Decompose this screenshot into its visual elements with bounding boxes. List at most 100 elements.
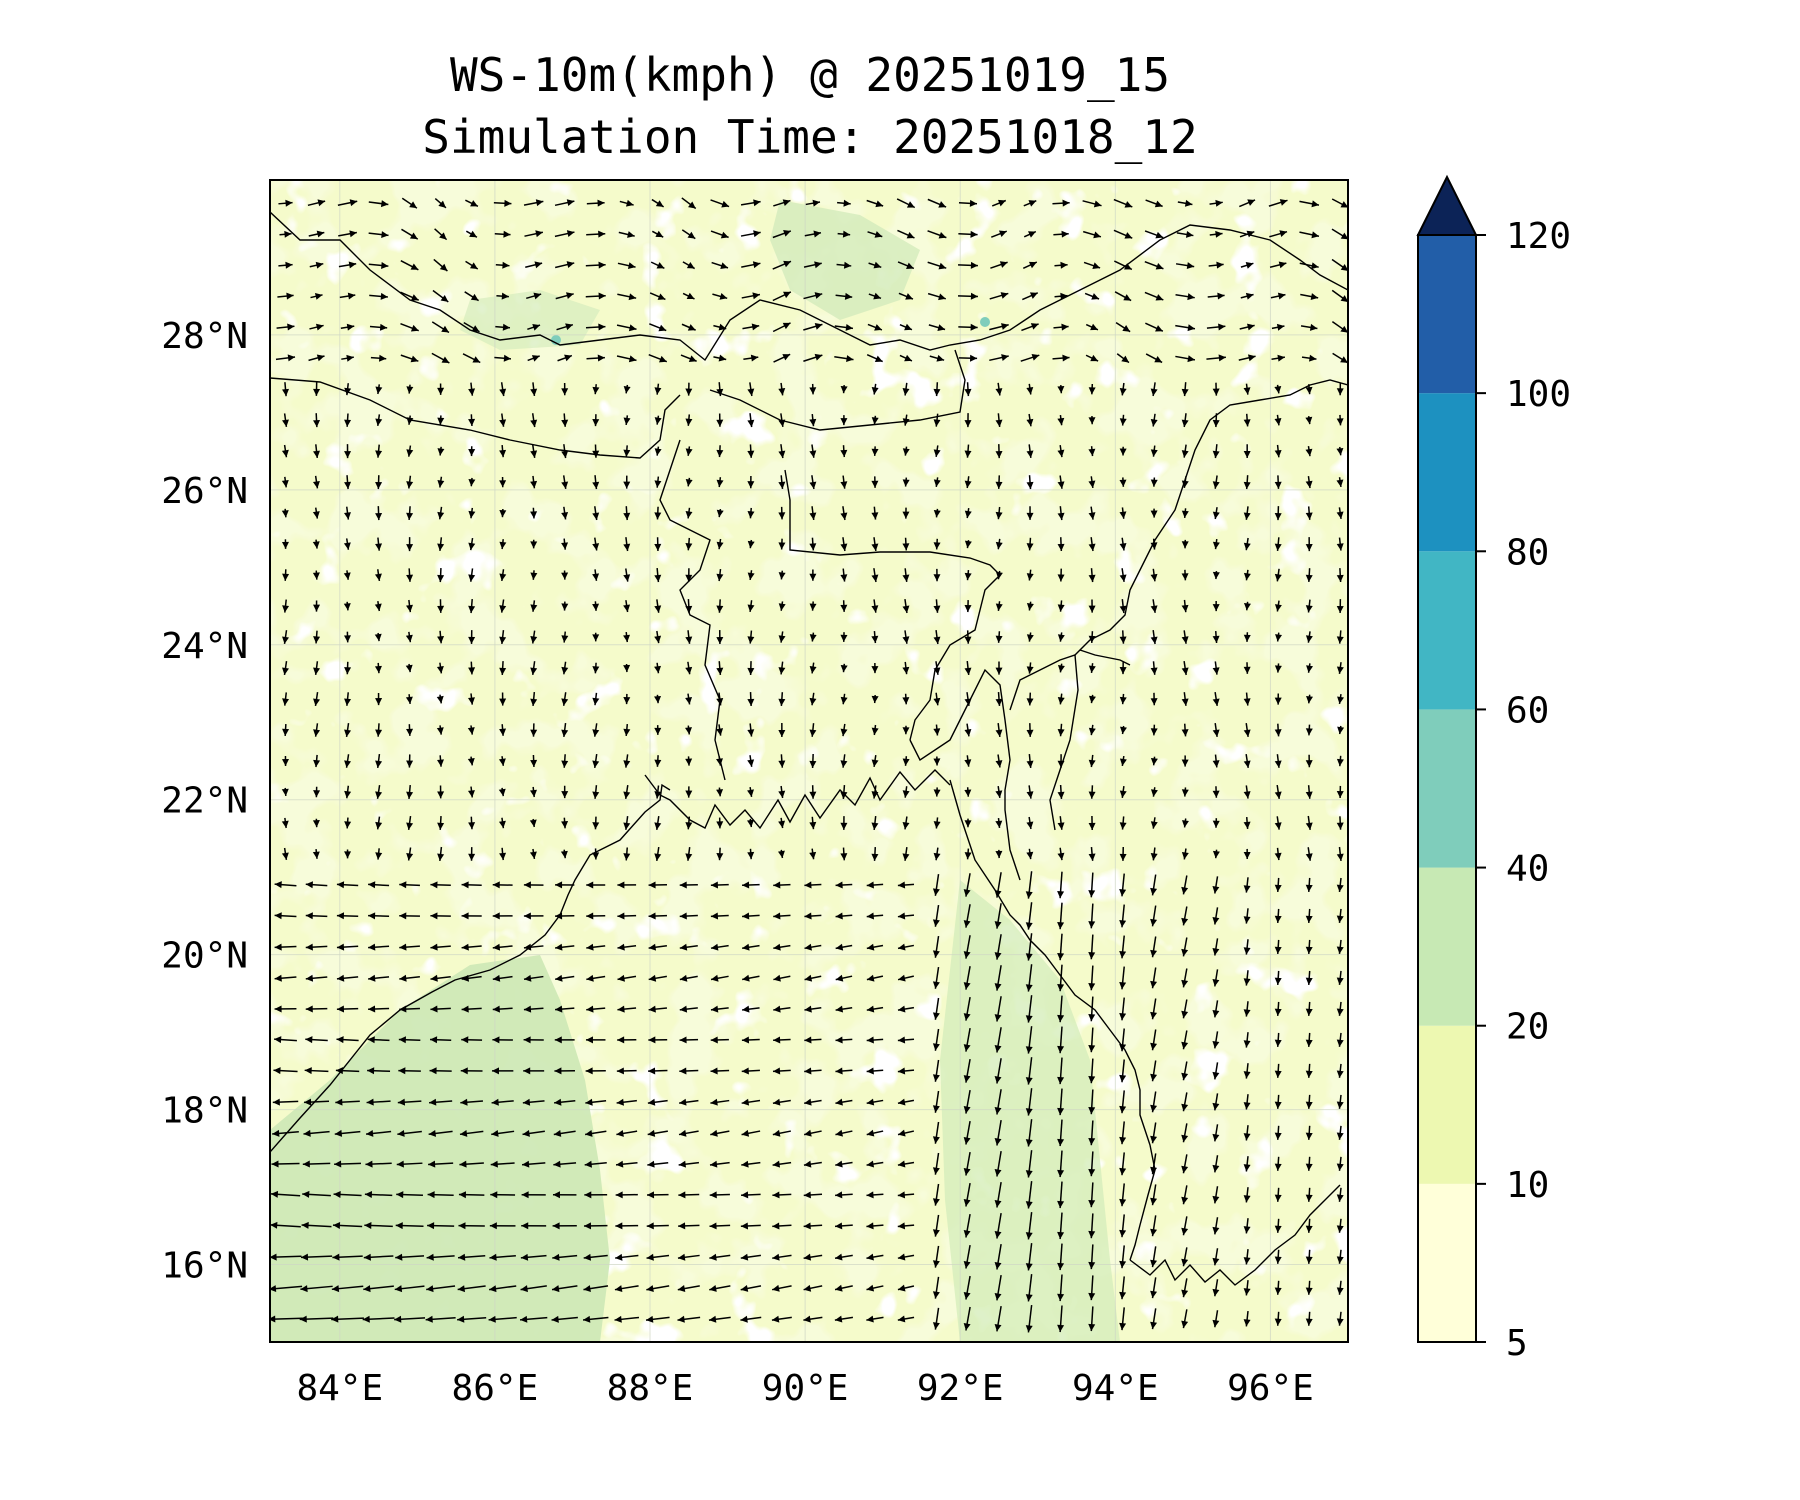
wind-vector [1145,322,1164,332]
wind-vector [274,943,297,951]
wind-vector [554,199,575,207]
wind-vector [741,292,761,300]
wind-vector [398,1067,421,1075]
wind-vector [344,785,352,799]
wind-vector [1119,1307,1127,1331]
wind-vector [1023,199,1037,207]
wind-vector [742,323,760,331]
wind-vector [1206,323,1226,331]
wind-vector [1025,902,1033,930]
wind-vector [709,1160,730,1168]
wind-vector [740,199,761,207]
wind-vector [964,382,972,397]
colorbar-tick-label: 10 [1506,1165,1549,1206]
wind-vector [834,1315,854,1323]
wind-vector [685,382,693,396]
wind-vector [1336,755,1344,767]
wind-vector [835,1005,853,1013]
wind-vector [1181,787,1189,797]
wind-vector [592,662,600,674]
colorbar-band [1418,1025,1476,1184]
wind-vector [897,1160,915,1168]
wind-vector [778,692,786,706]
wind-vector [1243,413,1251,427]
wind-vector [270,1190,301,1198]
wind-vector [710,1129,730,1137]
wind-vector [1212,969,1220,987]
wind-vector [1305,754,1313,768]
wind-vector [557,354,573,362]
wind-vector [1057,506,1065,521]
wind-vector [1025,871,1033,899]
wind-vector [1274,1218,1282,1233]
wind-vector [646,1285,670,1292]
wind-vector [933,724,941,736]
wind-vector [773,912,791,920]
wind-vector [1025,1274,1033,1302]
wind-vector [804,912,822,920]
wind-vector [1052,354,1070,362]
wind-vector [897,1222,915,1230]
wind-vector [312,818,320,828]
wind-vector [1088,476,1096,489]
wind-vector [556,323,574,331]
wind-vector [561,538,569,550]
wind-vector [772,1191,792,1199]
wind-vector [1150,936,1158,958]
wind-vector [1305,476,1313,489]
wind-vector [1274,1125,1282,1140]
wind-vector [871,383,879,395]
wind-vector [964,413,972,428]
wind-vector [654,568,662,583]
wind-vector [778,601,786,611]
wind-vector [492,1005,513,1013]
wind-vector [1212,1124,1220,1142]
wind-vector [375,506,383,521]
wind-vector [490,1191,516,1199]
wind-vector [375,723,383,737]
wind-vector [428,1160,454,1168]
wind-vector [1274,568,1282,582]
wind-vector [1243,1001,1251,1017]
wind-vector [336,912,359,920]
colorbar-band [1418,551,1476,710]
wind-vector [932,1059,940,1082]
wind-vector [1305,1311,1313,1326]
wind-vector [1274,444,1282,458]
wind-vector [1088,568,1096,583]
colorbar-band [1418,709,1476,868]
wind-vector [1212,538,1220,550]
wind-vector [489,1253,516,1261]
wind-vector [1120,725,1127,735]
wind-vector [927,198,947,208]
wind-vector [465,260,479,270]
wind-vector [902,693,910,705]
wind-vector [1057,1243,1065,1271]
wind-vector [651,230,664,238]
wind-vector [623,816,631,830]
wind-vector [592,384,600,395]
wind-vector [1026,753,1034,769]
wind-vector [400,291,420,301]
wind-vector [932,1276,940,1299]
wind-vector [458,1222,485,1230]
wind-vector [375,414,383,427]
wind-vector [617,262,636,270]
wind-vector [710,943,729,951]
wind-vector [871,415,879,425]
wind-vector [437,568,445,583]
wind-vector [344,413,352,427]
wind-vector [805,199,821,207]
wind-vector [747,413,755,428]
wind-vector [871,754,879,768]
wind-vector [646,1222,669,1230]
wind-vector [305,1005,328,1013]
wind-vector [592,444,600,458]
wind-vector [1150,692,1158,706]
wind-vector [344,692,352,706]
wind-vector [685,568,693,582]
colorbar-tick-label: 40 [1506,849,1549,890]
wind-vector [994,872,1002,898]
wind-vector [964,787,972,797]
wind-vector [592,569,600,581]
